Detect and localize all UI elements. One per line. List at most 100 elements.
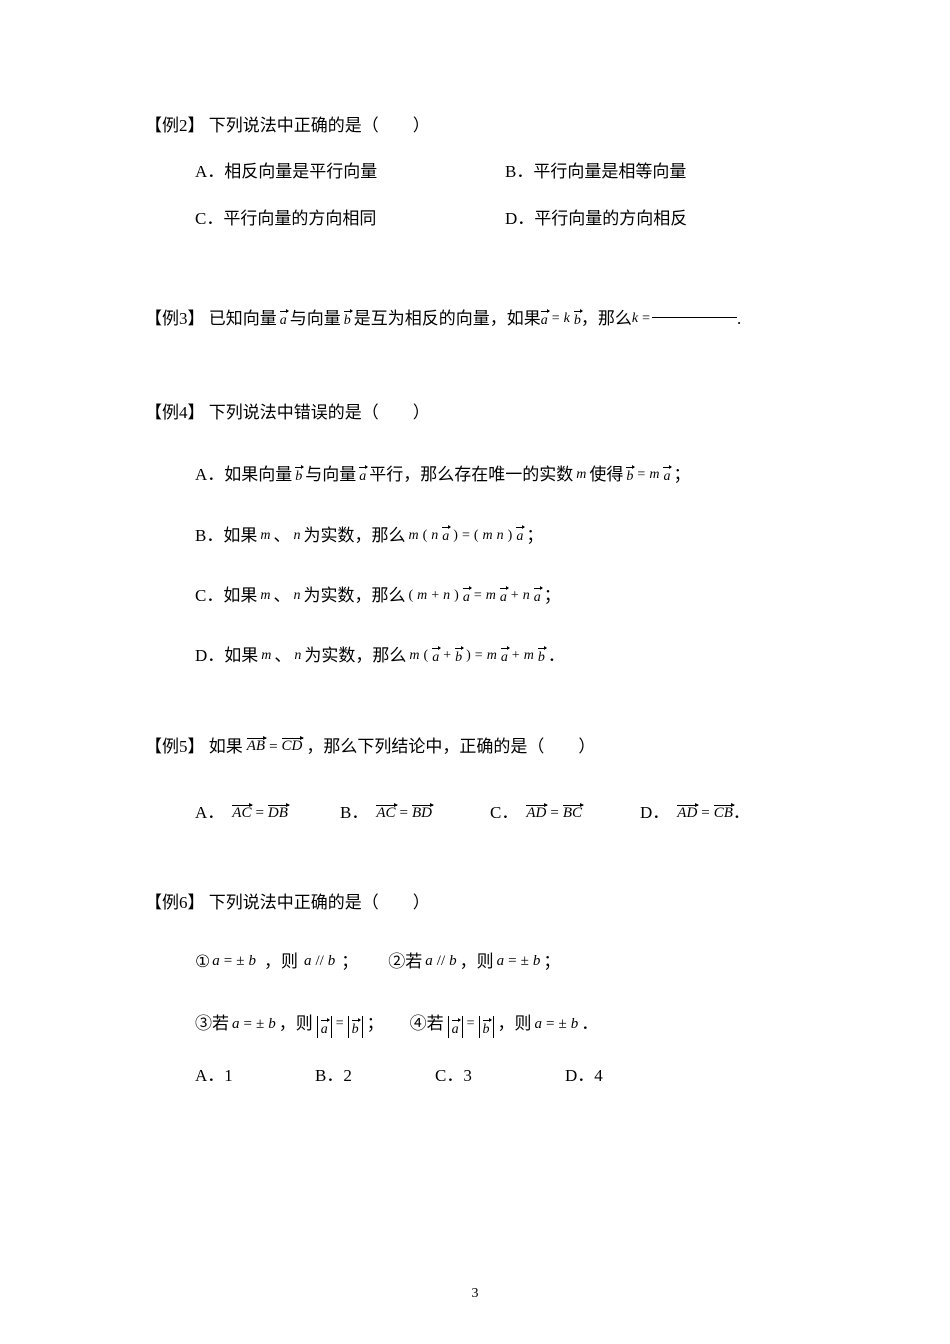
- page-number: 3: [0, 1286, 950, 1302]
- vec-b4: b: [626, 467, 633, 484]
- ia2: a: [304, 947, 312, 976]
- t1a: ，则: [264, 946, 298, 978]
- b5: b: [455, 648, 462, 665]
- ia6: a: [535, 1010, 543, 1039]
- ex5-d-label: D．: [640, 797, 669, 829]
- ex4-d-end: ．: [548, 640, 565, 672]
- eq17: =: [546, 1010, 554, 1039]
- m11: m: [487, 643, 497, 670]
- plus2: +: [511, 583, 519, 610]
- num2: ②若: [388, 946, 422, 978]
- ex5-opts: A． AC = DB B． AC = BD C． AD =: [145, 797, 805, 829]
- eq8: =: [255, 799, 263, 828]
- vec-a4: a: [663, 467, 670, 484]
- n2: n: [431, 523, 438, 550]
- vec-a3: a: [359, 467, 366, 484]
- ex4-b-post: 为实数，那么: [303, 520, 405, 552]
- ex3-prefix: 【例3】 已知向量: [145, 303, 277, 335]
- pm3: ±: [256, 1010, 264, 1039]
- page: 【例2】 下列说法中正确的是（ ） A．相反向量是平行向量 B．平行向量是相等向…: [0, 0, 950, 1344]
- ex5-c-label: C．: [490, 797, 518, 829]
- a7: a: [463, 588, 470, 605]
- ex4-opt-b: B．如果 m 、 n 为实数，那么 m(na) = (mn)a ；: [145, 520, 805, 552]
- var-m3: m: [260, 523, 270, 550]
- ex4-a-mid: 与向量: [305, 459, 356, 491]
- ex5-mid: ，那么下列结论中，正确的是（ ）: [306, 731, 595, 763]
- ex4-opt-a: A．如果向量 b 与向量 a 平行，那么存在唯一的实数 m 使得 b = m a…: [145, 459, 805, 491]
- var-k: k: [564, 306, 570, 333]
- a5: a: [442, 527, 449, 544]
- t2a: ，则: [460, 946, 494, 978]
- ex2-opt-b: B．平行向量是相等向量: [505, 156, 805, 188]
- ex2-opt-d: D．平行向量的方向相反: [505, 203, 805, 235]
- ex5-period: ．: [733, 797, 750, 829]
- ex4-d-eq: m(a+b) = ma + mb: [409, 643, 544, 670]
- a9: a: [534, 588, 541, 605]
- ex4-d-post: 为实数，那么: [304, 640, 406, 672]
- ex6-2a: a // b: [425, 947, 456, 976]
- m4: m: [408, 523, 418, 550]
- a11: a: [501, 648, 508, 665]
- ex6-row2: ③若 a = ± b ，则 a = b ； ④若 a = b ，则: [145, 1008, 805, 1040]
- ex4-c-post: 为实数，那么: [303, 580, 405, 612]
- eq10: =: [550, 799, 558, 828]
- ib6: b: [571, 1010, 579, 1039]
- a6: a: [516, 527, 523, 544]
- ib1: b: [248, 947, 256, 976]
- va2: a: [452, 1020, 459, 1037]
- t3b: ；: [367, 1008, 384, 1040]
- t4b: ．: [581, 1008, 598, 1040]
- vec-db: DB: [268, 806, 288, 821]
- ex4-opt-c: C．如果 m 、 n 为实数，那么 (m+n)a = ma + na ；: [145, 580, 805, 612]
- vec-a2: a: [541, 311, 548, 328]
- eq3: =: [637, 462, 645, 489]
- ex6-opt-d: D．4: [565, 1060, 603, 1092]
- m7: m: [417, 583, 427, 610]
- n5: n: [443, 583, 450, 610]
- example-5: 【例5】 如果 AB = CD ，那么下列结论中，正确的是（ ） A． AC =…: [145, 731, 805, 830]
- ex3-mid2: 是互为相反的向量，如果: [354, 303, 541, 335]
- eq12: =: [224, 947, 232, 976]
- ex6-2b: a = ± b: [497, 947, 541, 976]
- ex5-d-eq: AD = CB: [677, 799, 733, 828]
- t2b: ；: [543, 946, 560, 978]
- ex6-header: 【例6】 下列说法中正确的是（ ）: [145, 887, 805, 919]
- example-3: 【例3】 已知向量 a 与向量 b 是互为相反的向量，如果 a = k b ，那…: [145, 303, 805, 335]
- ex4-a-pre: A．如果向量: [195, 459, 292, 491]
- vec-cd: CD: [282, 739, 303, 754]
- blank-line: [652, 317, 737, 318]
- plus1: +: [431, 583, 439, 610]
- ia4: a: [497, 947, 505, 976]
- ex5-eq: AB = CD: [247, 733, 303, 762]
- ex4-c-eq: (m+n)a = ma + na: [408, 583, 540, 610]
- ex6-row1: ① a = ± b ，则 a // b ； ②若 a // b ，则: [145, 946, 805, 978]
- ex6-3a: a = ± b: [232, 1010, 276, 1039]
- pm1: ±: [236, 947, 244, 976]
- ex4-a-end: ；: [673, 459, 690, 491]
- a8: a: [500, 588, 507, 605]
- vb1: b: [352, 1020, 359, 1037]
- t3a: ，则: [279, 1008, 313, 1040]
- ex5-opt-a: A． AC = DB: [195, 797, 340, 829]
- ex4-d-pre: D．如果: [195, 640, 258, 672]
- vec-bd: BD: [412, 806, 432, 821]
- ex6-opt-b: B．2: [315, 1060, 435, 1092]
- ex3-keq: k =: [632, 306, 650, 333]
- plus3: +: [443, 643, 451, 670]
- a10: a: [432, 648, 439, 665]
- ex2-row2: C．平行向量的方向相同 D．平行向量的方向相反: [145, 203, 805, 235]
- num3: ③若: [195, 1008, 229, 1040]
- m8: m: [486, 583, 496, 610]
- m12: m: [524, 643, 534, 670]
- vec-cb: CB: [714, 806, 733, 821]
- par2: //: [437, 947, 445, 976]
- ex6-1a: a = ± b: [212, 947, 256, 976]
- eq15: =: [336, 1011, 344, 1038]
- ex4-c-pre: C．如果: [195, 580, 257, 612]
- abs-a2: a: [448, 1016, 463, 1038]
- n6: n: [523, 583, 530, 610]
- ia5: a: [232, 1010, 240, 1039]
- ex3-mid1: 与向量: [290, 303, 341, 335]
- ex6-3b: a = b: [317, 1011, 363, 1038]
- ex5-opt-b: B． AC = BD: [340, 797, 490, 829]
